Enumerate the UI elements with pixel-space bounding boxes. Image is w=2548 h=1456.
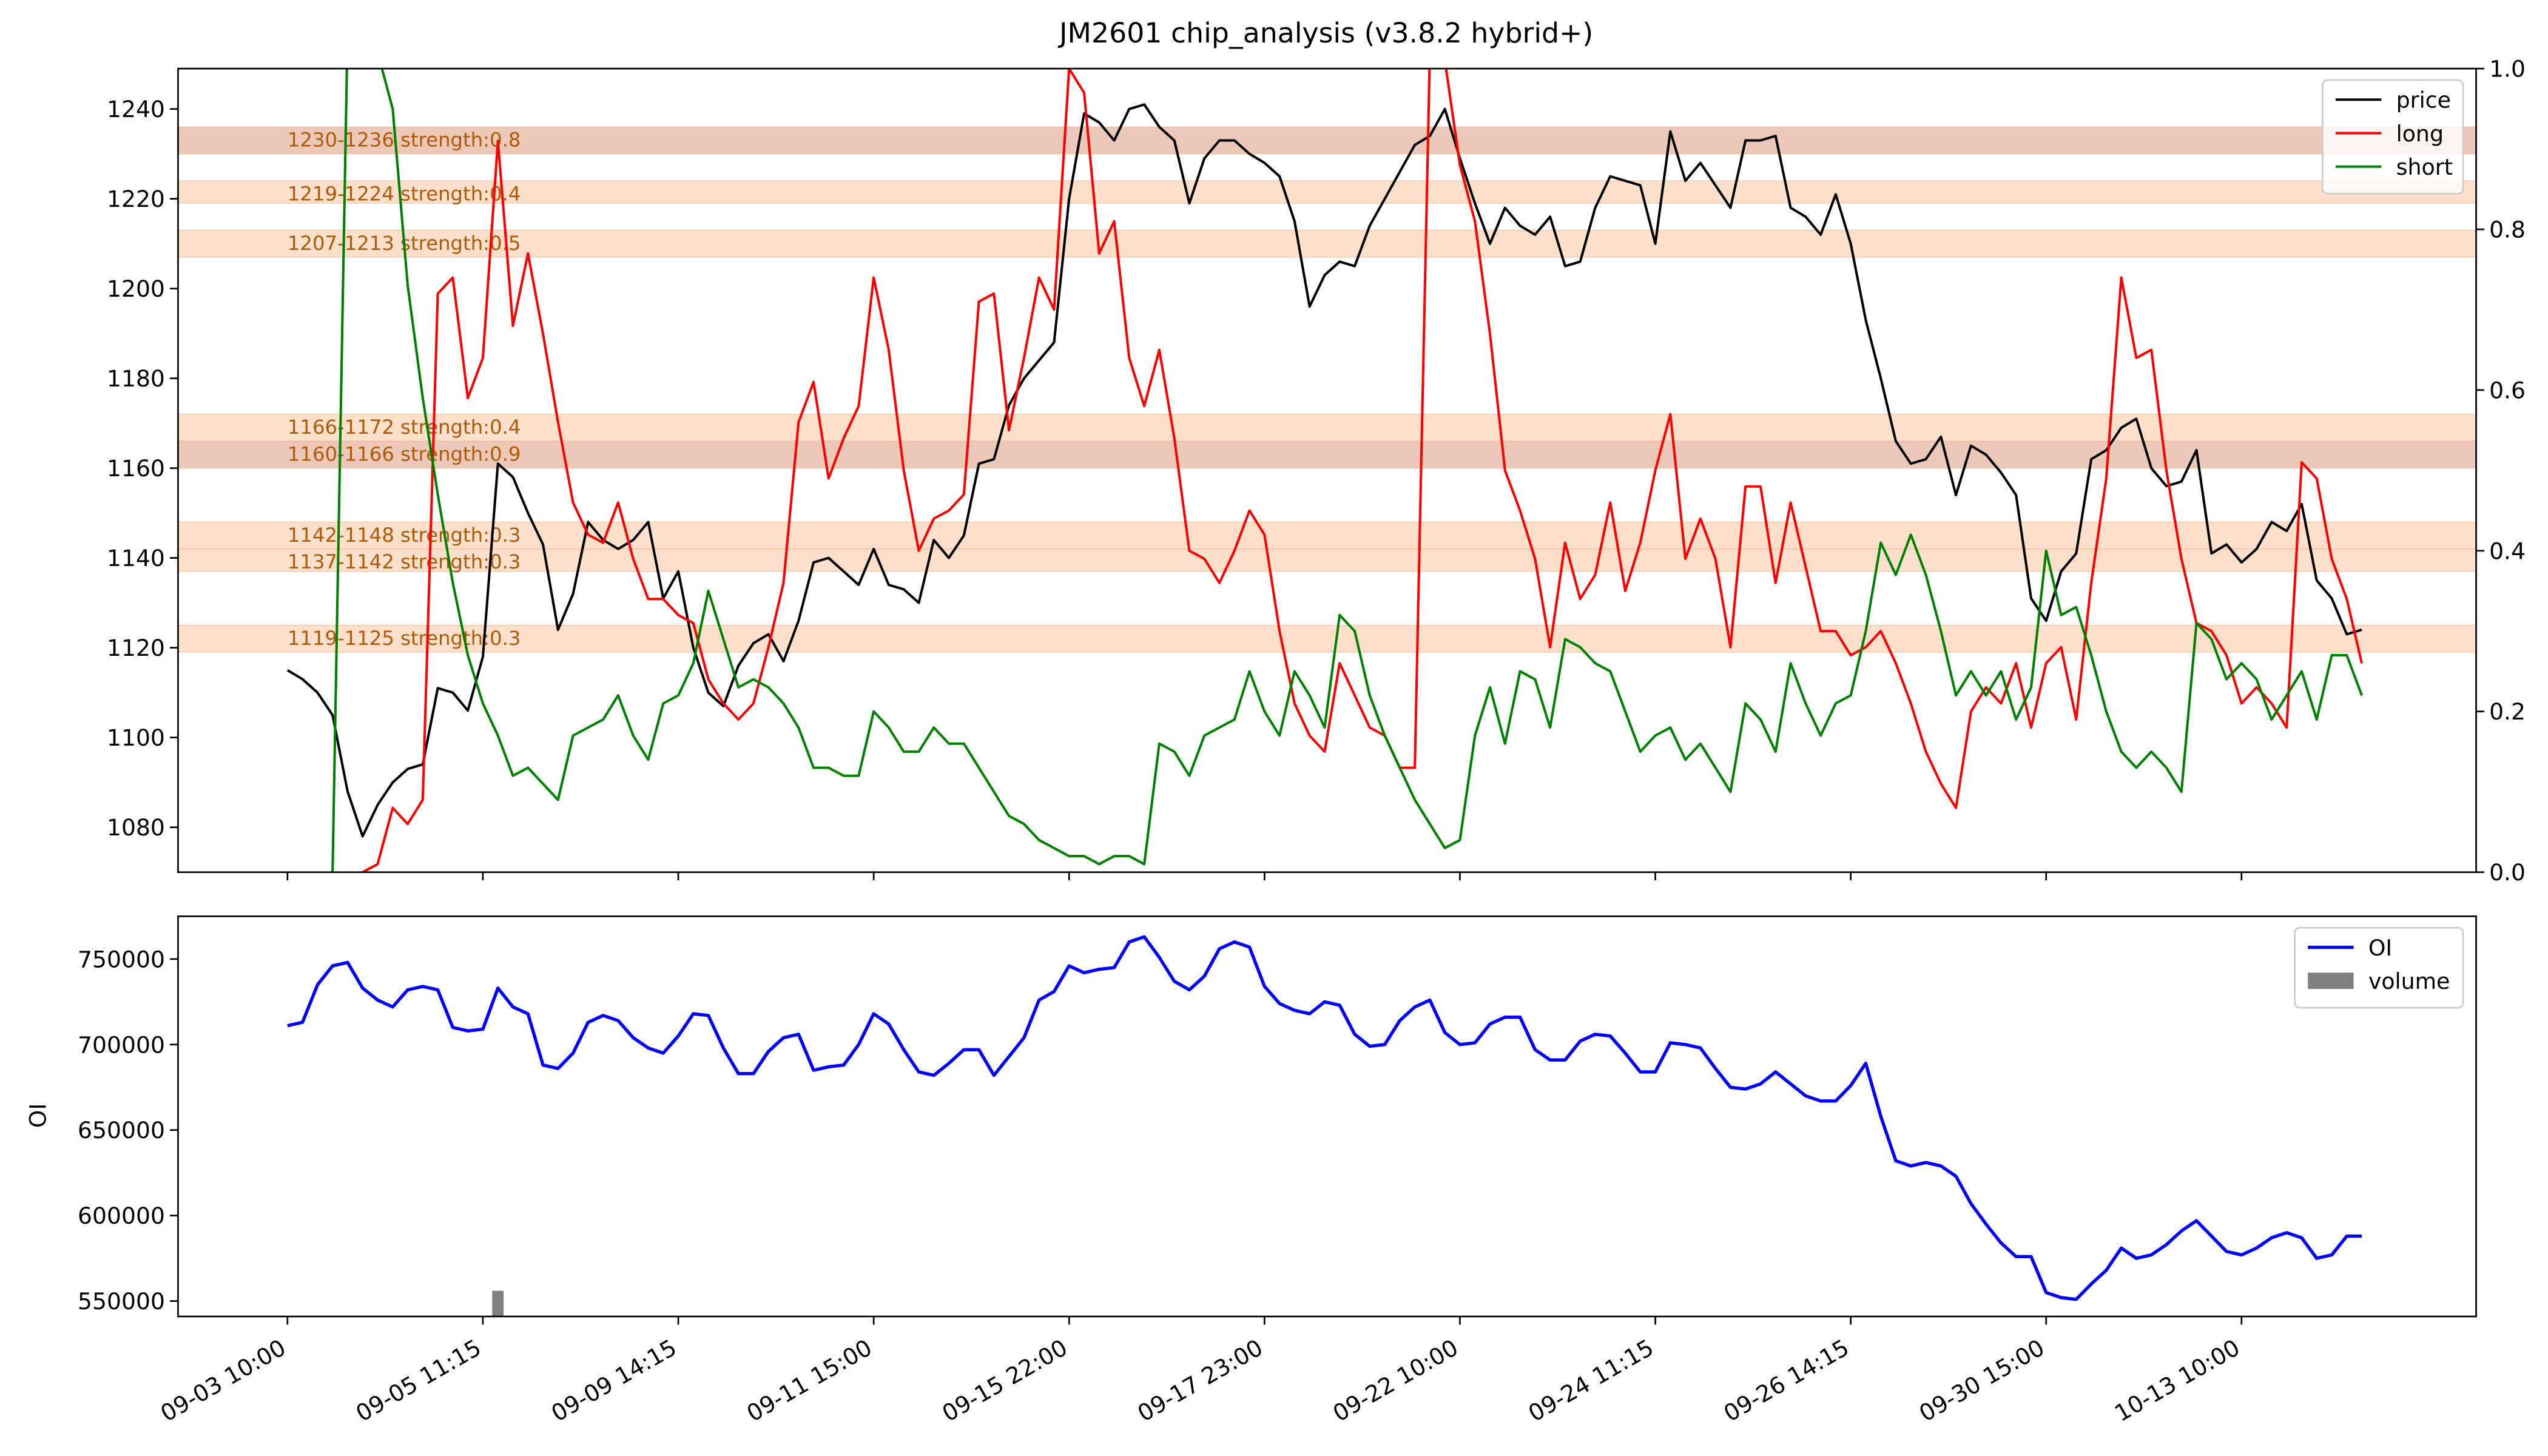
plot-area: 1230-1236 strength:0.8 1219-1224 strength… <box>178 69 2476 872</box>
series-line <box>287 935 2362 1301</box>
legend: price long short <box>2322 79 2464 195</box>
y2-tick-label: 0.8 <box>2489 216 2526 243</box>
band-label: 1137-1142 strength:0.3 <box>288 550 521 573</box>
y-axis-label: OI <box>24 1103 51 1128</box>
legend-label: OI <box>2368 935 2392 961</box>
y-tick-label: 700000 <box>78 1031 165 1058</box>
legend-box <box>2322 79 2464 195</box>
band-label: 1160-1166 strength:0.9 <box>288 443 521 466</box>
y-tick-label: 1220 <box>107 186 165 212</box>
y-tick-label: 650000 <box>78 1117 165 1144</box>
y-tick-label: 1100 <box>107 724 165 751</box>
support-band <box>178 180 2476 204</box>
band-label: 1142-1148 strength:0.3 <box>288 524 521 547</box>
band-label: 1230-1236 strength:0.8 <box>288 129 521 152</box>
axes-frame <box>177 67 2477 874</box>
plot-area <box>287 935 2362 1316</box>
band-label: 1119-1125 strength:0.3 <box>288 627 521 650</box>
legend-label: volume <box>2368 968 2450 994</box>
support-band <box>178 229 2476 258</box>
series-line <box>331 69 2363 872</box>
legend-label: price <box>2396 87 2451 113</box>
y2-tick-label: 0.0 <box>2489 859 2526 886</box>
support-band <box>178 440 2476 469</box>
y-tick-label: 1180 <box>107 365 165 392</box>
series-line <box>360 69 2364 872</box>
y-tick-label: 750000 <box>78 946 165 972</box>
y-tick-label: 550000 <box>78 1288 165 1315</box>
axes-frame <box>177 915 2477 1318</box>
y-tick-label: 1200 <box>107 275 165 302</box>
series-line <box>286 103 2362 838</box>
legend-swatch <box>2308 972 2354 989</box>
support-band <box>178 624 2476 653</box>
band-label: 1166-1172 strength:0.4 <box>288 416 521 439</box>
band-label: 1219-1224 strength:0.4 <box>288 182 521 205</box>
y-tick-label: 1140 <box>107 545 165 571</box>
y2-tick-label: 0.2 <box>2489 698 2526 725</box>
legend: OI volume <box>2294 926 2464 1009</box>
support-band <box>178 414 2476 442</box>
y-tick-label: 1160 <box>107 455 165 482</box>
y-tick-label: 600000 <box>78 1202 165 1229</box>
y2-tick-label: 0.6 <box>2489 377 2526 403</box>
legend-label: short <box>2396 154 2453 180</box>
y-tick-label: 1240 <box>107 96 165 123</box>
y-tick-label: 1120 <box>107 635 165 661</box>
y2-tick-label: 1.0 <box>2489 56 2526 83</box>
volume-bar <box>492 1290 504 1316</box>
support-band <box>178 126 2476 155</box>
legend-label: long <box>2396 121 2444 147</box>
y-tick-label: 1080 <box>107 814 165 841</box>
support-band <box>178 548 2476 572</box>
y2-tick-label: 0.4 <box>2489 538 2526 564</box>
support-band <box>178 521 2476 550</box>
chart-title: JM2601 chip_analysis (v3.8.2 hybrid+) <box>1057 17 1593 49</box>
